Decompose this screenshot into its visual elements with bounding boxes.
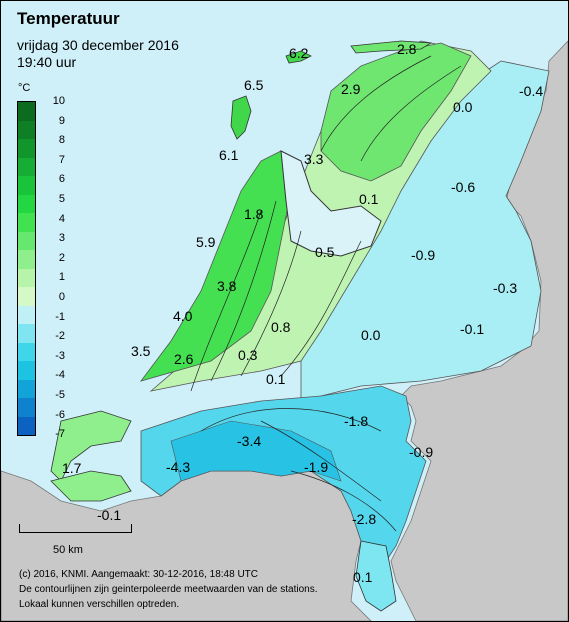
station-value: 0.1 [266, 371, 286, 387]
station-value: -0.9 [411, 247, 436, 263]
legend-color-cell [18, 102, 35, 121]
station-value: -0.4 [519, 83, 544, 99]
nl-land-north-warm [320, 42, 472, 182]
legend-color-cell [18, 157, 35, 176]
legend-tick-label: 3 [58, 232, 65, 245]
legend-color-cell [18, 213, 35, 232]
legend-color-cell [18, 398, 35, 417]
station-value: 3.5 [131, 343, 151, 359]
station-value: 2.6 [174, 351, 194, 367]
station-value: 4.0 [173, 308, 193, 324]
scale-label: 50 km [53, 544, 83, 556]
station-value: 0.0 [453, 99, 473, 115]
legend-color-cell [18, 324, 35, 343]
legend-tick-label: 4 [58, 212, 65, 225]
map-title: Temperatuur [17, 9, 120, 28]
legend-color-cell [18, 416, 35, 435]
footer-copyright: (c) 2016, KNMI. Aangemaakt: 30-12-2016, … [19, 569, 259, 580]
legend-tick-label: 10 [52, 95, 65, 107]
station-value: 3.3 [304, 151, 324, 167]
station-value: 0.0 [361, 327, 381, 343]
wadden-island-vlieland [285, 50, 312, 64]
station-value: 0.8 [271, 319, 291, 335]
legend-color-cell [18, 250, 35, 269]
legend-color-cell [18, 231, 35, 250]
station-value: 5.9 [196, 234, 216, 250]
legend-color-cell [18, 120, 35, 139]
station-value: -2.8 [352, 511, 377, 527]
station-value: -1.9 [304, 459, 329, 475]
legend-tick-label: -5 [55, 389, 65, 401]
wadden-island-east [350, 40, 433, 54]
legend-color-cell [18, 342, 35, 361]
legend-tick-label: 0 [58, 291, 65, 303]
legend-color-cell [18, 379, 35, 398]
legend-tick-label: -6 [55, 408, 65, 421]
legend-tick-label: 1 [58, 271, 65, 284]
station-value: -4.3 [166, 459, 191, 475]
station-value: -0.1 [97, 507, 122, 523]
legend-tick-label: -3 [55, 349, 65, 362]
contour-lines [190, 55, 462, 532]
legend-tick-label: -1 [55, 310, 65, 323]
map-time: 19:40 uur [17, 54, 77, 70]
legend-tick-label: 8 [58, 134, 65, 147]
wadden-island-texel [230, 95, 252, 140]
station-value: -0.3 [493, 280, 518, 296]
station-value: 6.5 [244, 77, 264, 93]
legend-tick-label: -4 [55, 369, 65, 382]
legend-color-cell [18, 305, 35, 324]
legend-tick-label: 9 [58, 114, 65, 127]
ijsselmeer [280, 150, 382, 257]
station-value: -3.4 [237, 433, 262, 449]
zeeland-islands [50, 410, 132, 482]
legend-unit: °C [18, 82, 31, 94]
station-value: 1.8 [244, 206, 264, 222]
legend-color-cell [18, 194, 35, 213]
legend-color-cell [18, 176, 35, 195]
station-value: -1.8 [344, 413, 369, 429]
station-value: 1.7 [62, 460, 82, 476]
temperature-legend-bar [17, 101, 36, 436]
station-value: 0.1 [359, 191, 379, 207]
limburg [355, 540, 397, 612]
station-value: 6.2 [289, 45, 309, 61]
station-value: 0.1 [353, 569, 373, 585]
legend-color-cell [18, 361, 35, 380]
station-value: 2.8 [397, 41, 417, 57]
footer-note-local: Lokaal kunnen verschillen optreden. [19, 599, 180, 610]
legend-color-cell [18, 139, 35, 158]
station-value: 0.5 [315, 244, 335, 260]
legend-color-cell [18, 287, 35, 306]
map-date: vrijdag 30 december 2016 [17, 37, 179, 53]
footer-note-contours: De contourlijnen zijn geinterpoleerde me… [19, 584, 318, 595]
station-value: -0.1 [460, 321, 485, 337]
legend-color-cell [18, 268, 35, 287]
legend-tick-label: 6 [58, 173, 65, 186]
legend-tick-label: -7 [55, 428, 65, 441]
legend-tick-label: 2 [58, 251, 65, 264]
zeeland-south [50, 470, 132, 502]
nl-land-coldest [170, 420, 342, 482]
station-value: 0.3 [238, 347, 258, 363]
legend-tick-label: 7 [58, 153, 65, 166]
station-value: 3.8 [217, 278, 237, 294]
legend-tick-label: 5 [58, 193, 65, 205]
scale-bar [19, 524, 132, 533]
legend-tick-label: -2 [55, 330, 65, 343]
station-value: -0.6 [451, 179, 476, 195]
station-value: -0.9 [409, 444, 434, 460]
station-value: 6.1 [219, 147, 239, 163]
station-value: 2.9 [341, 81, 361, 97]
